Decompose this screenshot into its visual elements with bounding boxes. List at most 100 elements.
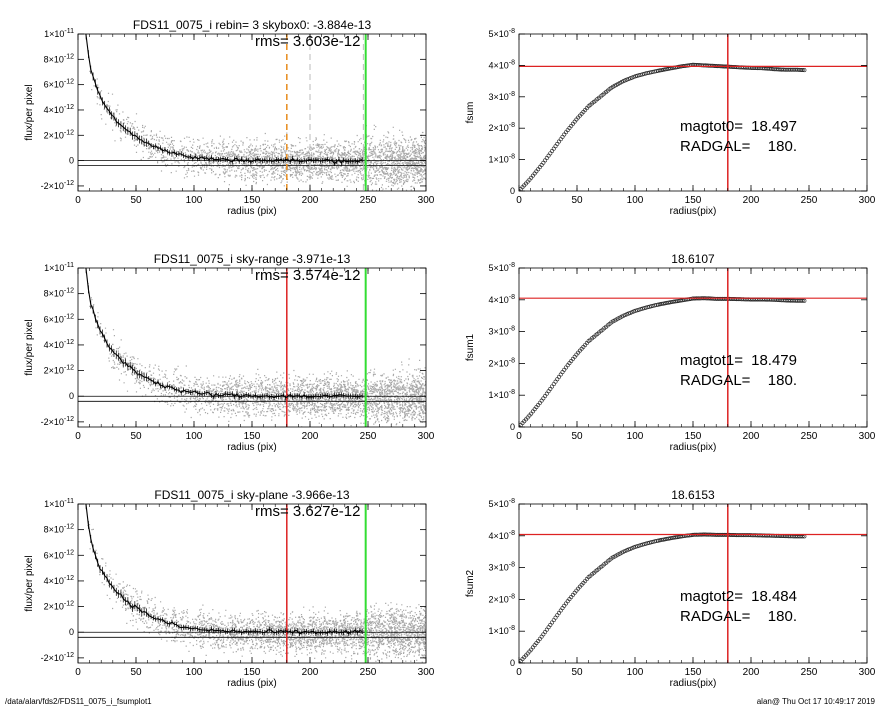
fsum-point bbox=[546, 389, 551, 394]
fsum-point bbox=[555, 377, 560, 382]
y-tick-label: 1×10-11 bbox=[44, 262, 74, 273]
y-tick-label: 5×10-8 bbox=[488, 28, 515, 39]
x-tick-label: 150 bbox=[244, 667, 261, 678]
y-axis-label: fsum bbox=[465, 102, 476, 124]
fsum-point bbox=[637, 307, 642, 312]
fsum-point bbox=[551, 382, 556, 387]
fsum-point bbox=[541, 160, 546, 165]
x-tick-label: 50 bbox=[571, 667, 583, 678]
radial-profile bbox=[85, 268, 363, 399]
plot-area bbox=[519, 34, 867, 191]
plot-frame bbox=[518, 33, 868, 192]
y-tick-label: -2×10-12 bbox=[41, 652, 75, 663]
x-tick-label: 300 bbox=[859, 195, 876, 206]
fsum-point bbox=[562, 132, 567, 137]
annotation-value: 18.479 bbox=[751, 352, 797, 369]
fsum-point bbox=[558, 137, 563, 142]
x-tick-label: 100 bbox=[627, 431, 644, 442]
annotation-value: 18.484 bbox=[751, 588, 797, 605]
fsum-point bbox=[800, 68, 805, 73]
y-tick-label: -2×10-12 bbox=[41, 416, 75, 427]
plot-frame bbox=[518, 267, 868, 428]
fsum-point bbox=[550, 620, 555, 625]
x-tick-label: 0 bbox=[516, 195, 522, 206]
fsum-point bbox=[640, 72, 645, 77]
fsum-point bbox=[544, 627, 549, 632]
fsum-point bbox=[562, 603, 567, 608]
radial-profile bbox=[85, 504, 363, 635]
fsum-point bbox=[544, 156, 549, 161]
annotation-label: magtot0= bbox=[680, 118, 743, 135]
rms-annotation: rms= 3.574e-12 bbox=[255, 267, 360, 284]
y-tick-label: 2×10-12 bbox=[44, 601, 75, 612]
x-tick-label: 50 bbox=[130, 431, 142, 442]
fsum-point bbox=[543, 393, 548, 398]
y-tick-label: 1×10-11 bbox=[44, 28, 74, 39]
annotation-label: RADGAL= bbox=[680, 372, 751, 389]
fsum-point bbox=[553, 144, 558, 149]
chart-flux-1: 0 50 100 150 200 250 300-2×10-1202×10-124×10-1… bbox=[24, 18, 435, 217]
x-tick-label: 250 bbox=[801, 431, 818, 442]
x-tick-label: 150 bbox=[685, 667, 702, 678]
pixel-scatter bbox=[87, 524, 426, 663]
y-tick-label: 6×10-12 bbox=[44, 549, 75, 560]
annotation-value: 180. bbox=[768, 372, 797, 389]
fsum-point bbox=[548, 622, 553, 627]
fsum-point bbox=[633, 308, 638, 313]
x-tick-label: 150 bbox=[244, 195, 261, 206]
y-axis-label: fsum1 bbox=[465, 333, 476, 361]
fsum-point bbox=[557, 139, 562, 144]
fsum-point bbox=[562, 367, 567, 372]
y-tick-label: 4×10-8 bbox=[488, 530, 515, 541]
annotation-label: magtot2= bbox=[680, 588, 743, 605]
y-tick-label: 0 bbox=[510, 422, 515, 432]
y-tick-label: 5×10-8 bbox=[488, 262, 515, 273]
chart-title: FDS11_0075_i sky-range -3.971e-13 bbox=[154, 252, 351, 266]
x-axis-label: radius(pix) bbox=[670, 206, 717, 217]
x-tick-label: 0 bbox=[516, 667, 522, 678]
y-tick-label: 8×10-12 bbox=[44, 288, 75, 299]
x-tick-label: 100 bbox=[186, 431, 203, 442]
y-tick-label: 4×10-12 bbox=[44, 575, 75, 586]
x-tick-label: 0 bbox=[75, 667, 81, 678]
fsum-point bbox=[558, 372, 563, 377]
x-axis-label: radius (pix) bbox=[227, 442, 276, 453]
fsum-point bbox=[541, 632, 546, 637]
y-tick-label: 4×10-12 bbox=[44, 104, 75, 115]
rms-annotation: rms= 3.627e-12 bbox=[255, 503, 360, 520]
footer-timestamp: alan@ Thu Oct 17 10:49:17 2019 bbox=[756, 697, 875, 706]
annotation-label: RADGAL= bbox=[680, 608, 751, 625]
y-tick-label: 4×10-12 bbox=[44, 339, 75, 350]
fsum-point bbox=[550, 384, 555, 389]
x-tick-label: 250 bbox=[801, 667, 818, 678]
fsum-point bbox=[550, 148, 555, 153]
fsum-point bbox=[631, 545, 636, 550]
x-tick-label: 200 bbox=[302, 667, 319, 678]
y-tick-label: 1×10-8 bbox=[488, 389, 515, 400]
y-tick-label: 8×10-12 bbox=[44, 524, 75, 535]
fsum-point bbox=[621, 79, 626, 84]
x-tick-label: 200 bbox=[743, 195, 760, 206]
y-tick-label: 8×10-12 bbox=[44, 53, 75, 64]
x-tick-label: 300 bbox=[418, 195, 435, 206]
y-tick-label: 3×10-8 bbox=[488, 326, 515, 337]
x-tick-label: 200 bbox=[743, 431, 760, 442]
fsum-point bbox=[557, 374, 562, 379]
fsum-point bbox=[642, 542, 647, 547]
fsum-point bbox=[560, 134, 565, 139]
annotation-value: 180. bbox=[768, 138, 797, 155]
fsum-point bbox=[628, 76, 633, 81]
fsum-point bbox=[802, 68, 807, 73]
y-tick-label: 2×10-8 bbox=[488, 593, 515, 604]
chart-title: 18.6107 bbox=[671, 252, 715, 266]
fsum-point bbox=[640, 542, 645, 547]
x-tick-label: 300 bbox=[859, 431, 876, 442]
pixel-scatter bbox=[89, 70, 426, 191]
fsum-point bbox=[548, 386, 553, 391]
fsum-point bbox=[624, 77, 629, 82]
annotation-label: magtot1= bbox=[680, 352, 743, 369]
y-tick-label: 2×10-8 bbox=[488, 122, 515, 133]
pixel-scatter bbox=[87, 283, 426, 427]
x-tick-label: 0 bbox=[75, 195, 81, 206]
fsum-point bbox=[551, 146, 556, 151]
